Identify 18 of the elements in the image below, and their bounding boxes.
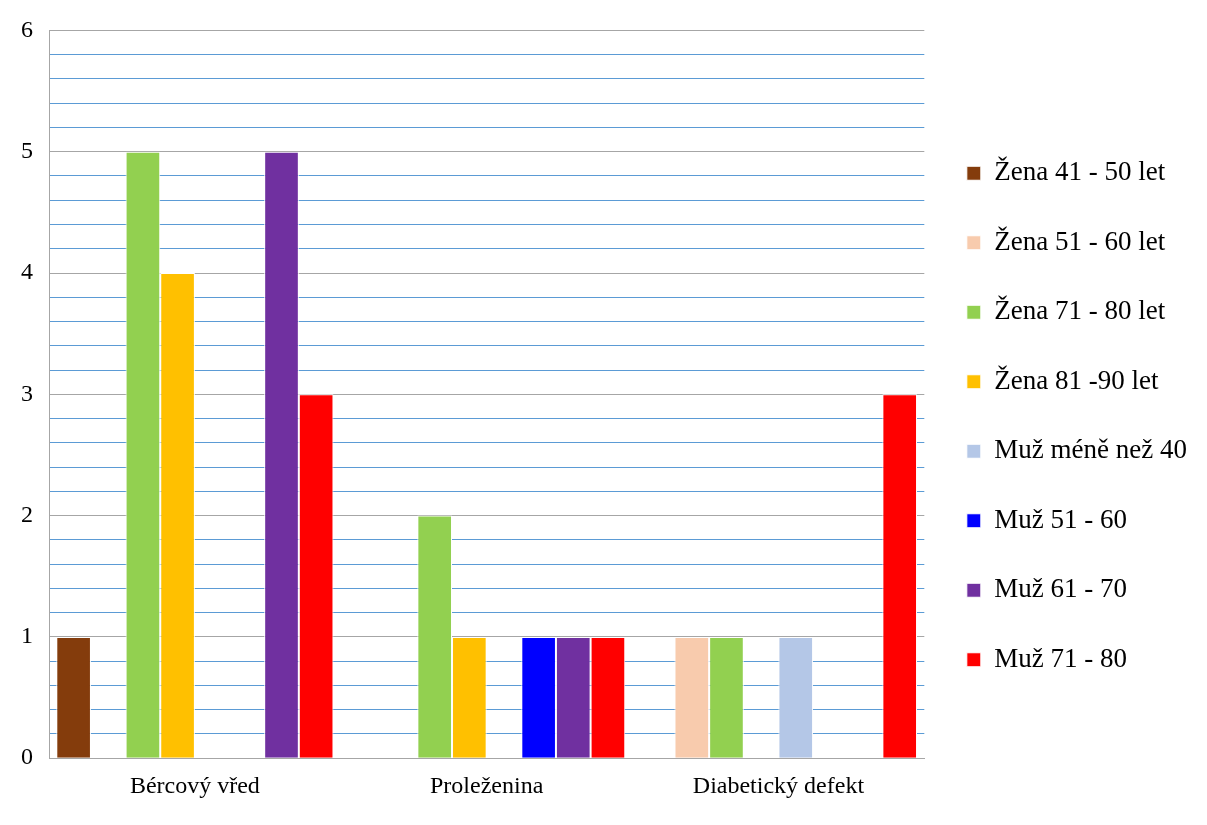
y-tick-label: 4 — [21, 258, 33, 285]
legend-label: Muž méně než 40 — [994, 434, 1188, 465]
y-tick-label: 6 — [21, 15, 33, 42]
x-tick-label: Proleženina — [430, 771, 544, 798]
y-tick-label: 5 — [21, 137, 33, 163]
legend-label: Muž 61 - 70 — [994, 573, 1128, 604]
x-tick-label: Diabetický defekt — [692, 771, 865, 798]
y-tick-label: 0 — [21, 743, 33, 770]
legend-label: Žena 81 -90 let — [994, 364, 1160, 395]
y-tick-label: 2 — [21, 500, 33, 527]
legend-label: Muž 51 - 60 — [994, 503, 1128, 534]
legend-label: Muž 71 - 80 — [994, 642, 1128, 673]
y-tick-label: 3 — [21, 379, 33, 406]
x-tick-label: Bércový vřed — [129, 771, 260, 798]
legend-label: Žena 41 - 50 let — [994, 156, 1166, 187]
y-tick-label: 1 — [21, 622, 33, 649]
legend-label: Žena 51 - 60 let — [994, 225, 1166, 256]
legend-label: Žena 71 - 80 let — [994, 295, 1166, 326]
